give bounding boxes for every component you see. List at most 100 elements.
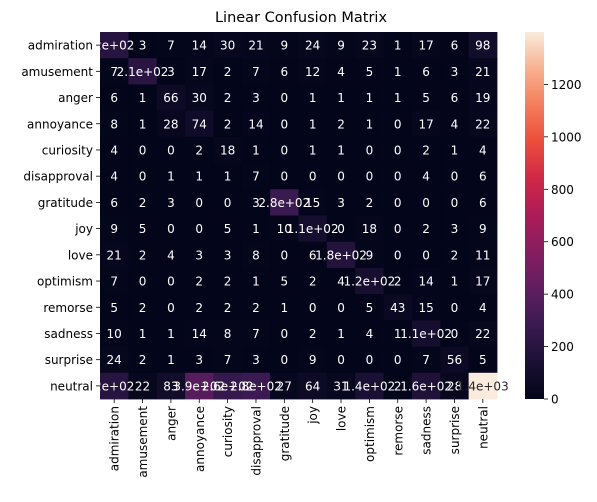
cell-value-label: 2 xyxy=(224,117,232,131)
heatmap-cell xyxy=(156,136,186,164)
heatmap-cell xyxy=(411,294,441,321)
cell-value-label: 1 xyxy=(224,170,232,184)
heatmap-cell xyxy=(298,241,328,269)
column-tick-label: curiosity xyxy=(221,406,235,457)
heatmap-cell xyxy=(128,136,158,164)
cell-value-label: 4 xyxy=(366,327,374,341)
cell-value-label: 3 xyxy=(252,91,260,105)
cell-value-label: 0 xyxy=(167,301,175,315)
heatmap-cell xyxy=(213,320,243,347)
column-tick-label: amusement xyxy=(136,406,150,478)
cell-value-label: 0 xyxy=(280,353,288,367)
heatmap-cell xyxy=(468,136,498,164)
heatmap-cell xyxy=(156,320,186,347)
cell-value-label: 5 xyxy=(280,275,288,289)
heatmap-cell xyxy=(241,189,271,216)
heatmap-cell xyxy=(128,84,158,112)
cell-value-label: 6 xyxy=(479,170,487,184)
cell-value-label: 1.8e+02 xyxy=(315,248,367,262)
heatmap-cell xyxy=(383,241,413,269)
heatmap-cell xyxy=(298,136,328,164)
heatmap-cell xyxy=(383,163,413,190)
row-tick-label: annoyance xyxy=(27,117,93,131)
cell-value-label: 6 xyxy=(110,91,118,105)
heatmap-cell xyxy=(468,84,498,112)
cell-value-label: 0 xyxy=(280,117,288,131)
cell-value-label: 4 xyxy=(479,143,487,157)
cell-value-label: 2 xyxy=(252,301,260,315)
heatmap-cell xyxy=(440,58,470,85)
heatmap-cell xyxy=(100,110,129,138)
heatmap-cell xyxy=(213,189,243,216)
cell-value-label: 18 xyxy=(220,143,235,157)
row-tick-label: curiosity xyxy=(42,143,93,157)
heatmap-cell xyxy=(100,241,129,269)
cell-value-label: 0 xyxy=(394,196,402,210)
cell-value-label: 24 xyxy=(305,39,320,53)
cell-value-label: 4 xyxy=(479,301,487,315)
heatmap-cell xyxy=(468,241,498,269)
cell-value-label: 1.4e+03 xyxy=(457,379,509,393)
row-tick-label: gratitude xyxy=(38,196,93,210)
cell-value-label: 3 xyxy=(337,196,345,210)
heatmap-cell xyxy=(213,163,243,190)
heatmap-cell xyxy=(411,84,441,112)
heatmap-cell xyxy=(213,215,243,243)
cell-value-label: 2 xyxy=(309,275,317,289)
heatmap-cell xyxy=(440,372,470,400)
cell-value-label: 17 xyxy=(418,117,433,131)
cell-value-label: 14 xyxy=(192,39,207,53)
heatmap-cell xyxy=(383,320,413,347)
cell-value-label: 8 xyxy=(224,327,232,341)
column-tick-label: optimism xyxy=(363,406,377,462)
cell-value-label: 9 xyxy=(366,248,374,262)
heatmap-cell xyxy=(100,294,129,321)
heatmap-cell xyxy=(241,110,271,138)
heatmap-cell xyxy=(355,267,384,295)
heatmap-cell xyxy=(128,58,158,85)
cell-value-label: 0 xyxy=(394,222,402,236)
cell-value-label: 2 xyxy=(195,301,203,315)
heatmap-cell xyxy=(213,84,243,112)
heatmap-cell xyxy=(468,110,498,138)
heatmap-cell xyxy=(298,294,328,321)
cell-value-label: 2 xyxy=(139,248,147,262)
cell-value-label: 9 xyxy=(337,39,345,53)
cell-value-label: 7 xyxy=(252,170,260,184)
heatmap-cell xyxy=(440,215,470,243)
cell-value-label: 2.8e+02 xyxy=(230,379,282,393)
cell-value-label: 0 xyxy=(337,170,345,184)
heatmap-cell xyxy=(213,136,243,164)
heatmap-cell xyxy=(326,58,356,85)
row-tick-label: surprise xyxy=(45,353,93,367)
heatmap-cell xyxy=(298,189,328,216)
heatmap-cell xyxy=(468,346,498,374)
cell-value-label: 6 xyxy=(110,196,118,210)
cell-value-label: 1 xyxy=(252,222,260,236)
cell-value-label: 1.6e+02 xyxy=(400,379,452,393)
cell-value-label: 14 xyxy=(248,117,263,131)
heatmap-cell xyxy=(440,294,470,321)
cell-value-label: 30 xyxy=(220,39,235,53)
cell-value-label: 1 xyxy=(167,353,175,367)
cell-value-label: 5 xyxy=(422,91,430,105)
heatmap-cell xyxy=(270,32,299,59)
heatmap-cell xyxy=(383,372,413,400)
heatmap-cell xyxy=(128,241,158,269)
heatmap-cell xyxy=(270,241,299,269)
heatmap-cell xyxy=(270,84,299,112)
cell-value-label: 3 xyxy=(167,65,175,79)
cell-value-label: 3 xyxy=(167,196,175,210)
column-tick-label: gratitude xyxy=(278,406,292,461)
colorbar: 0 200 400 600 800 1000 1200 xyxy=(525,32,582,407)
column-tick-label: annoyance xyxy=(193,406,207,472)
heatmap-cell xyxy=(298,320,328,347)
cell-value-label: 8 xyxy=(252,248,260,262)
heatmap-cell xyxy=(355,294,384,321)
cell-value-label: 31 xyxy=(333,379,348,393)
cell-value-label: 2 xyxy=(394,379,402,393)
cell-value-label: 2 xyxy=(195,275,203,289)
cell-value-label: 4 xyxy=(110,143,118,157)
cell-value-label: 1 xyxy=(366,117,374,131)
